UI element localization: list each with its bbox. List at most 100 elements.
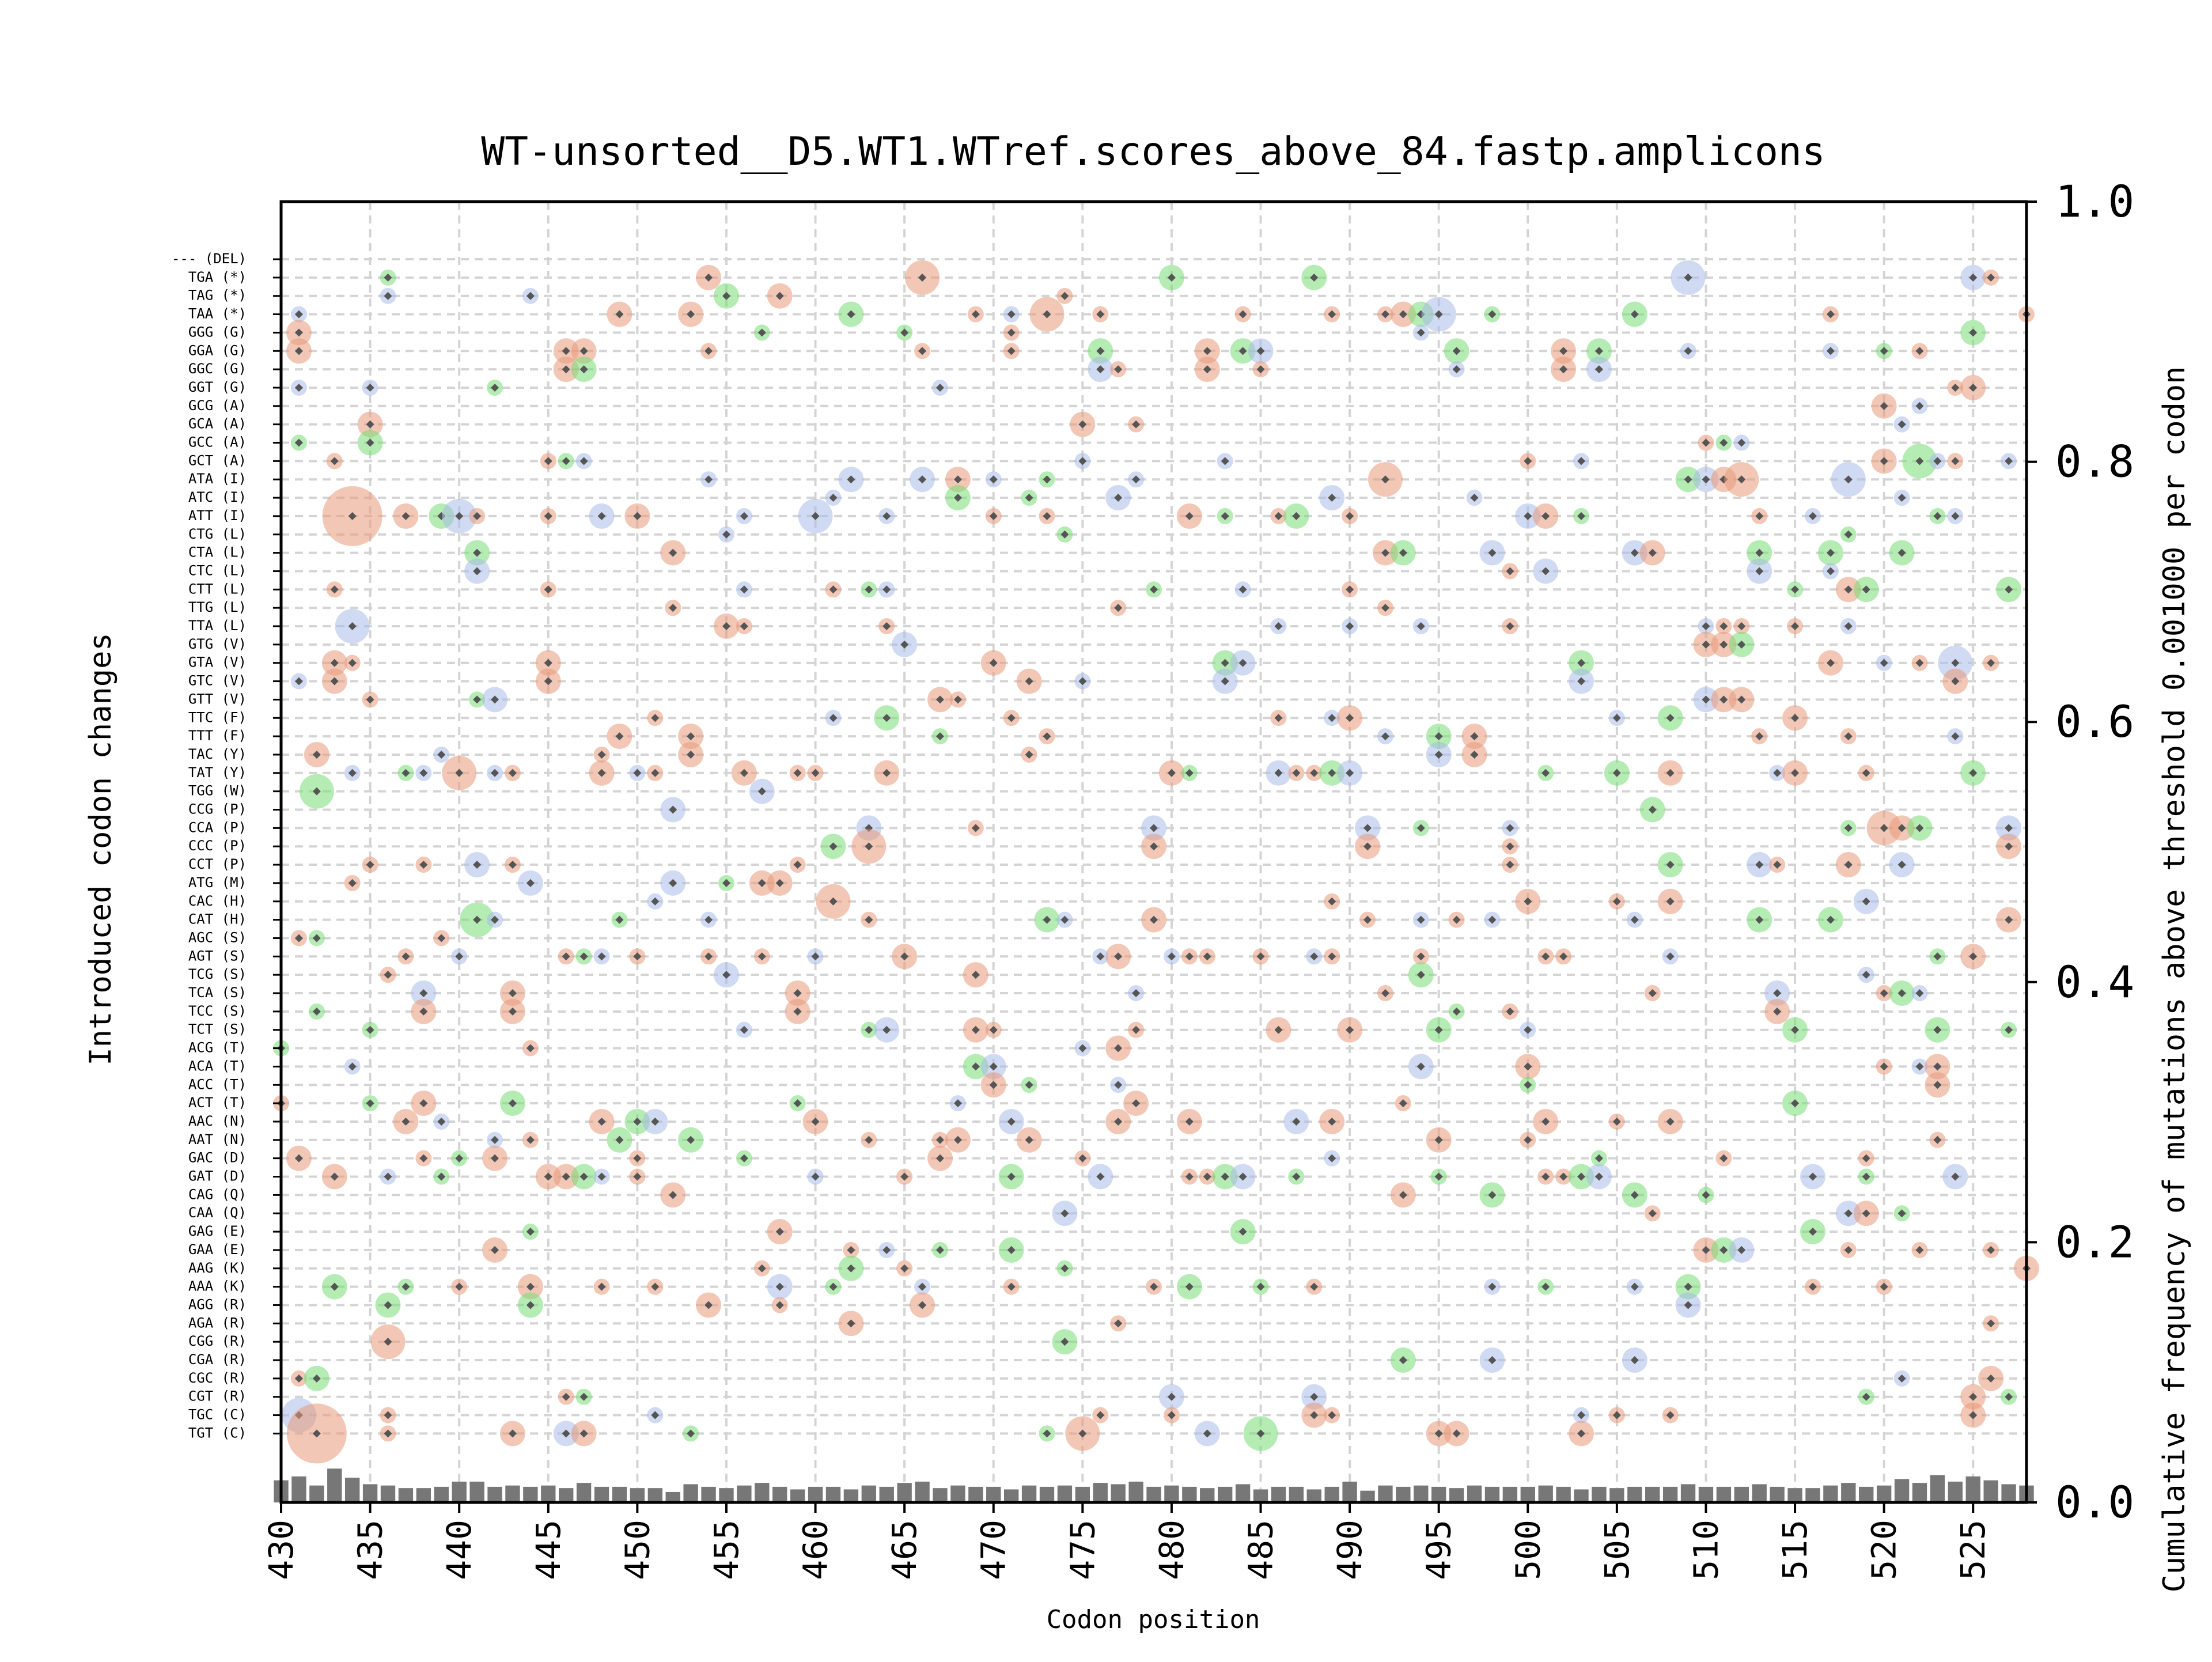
point-marker [1434,732,1443,741]
point-marker [1452,1007,1461,1016]
point-marker [491,1245,499,1254]
point-marker [1346,585,1354,594]
point-marker [473,861,482,869]
point-marker [1791,1099,1800,1108]
point-marker [1506,1007,1514,1016]
point-marker [1363,824,1372,832]
point-marker [1630,1356,1639,1364]
y-tick-label: CCT (P) [188,856,247,872]
point-marker [1933,1025,1942,1034]
point-marker [1256,1282,1265,1291]
y-tick-label: GGT (G) [188,379,247,395]
point-marker [775,1301,784,1309]
point-marker [1577,677,1586,686]
point-marker [704,273,713,282]
point-marker [1915,989,1924,997]
point-marker [1612,714,1621,722]
point-marker [419,1007,428,1016]
point-marker [669,604,677,612]
point-marker [615,1135,624,1144]
frequency-bar [1484,1486,1500,1502]
point-marker [2005,824,2013,832]
frequency-bar [1342,1481,1357,1502]
point-marker [953,695,962,704]
point-marker [1025,494,1033,502]
point-marker [793,861,802,869]
frequency-bar [1645,1486,1660,1502]
point-marker [1060,291,1069,300]
point-marker [419,768,428,777]
point-marker [669,1191,677,1199]
point-marker [312,1374,321,1383]
point-marker [1791,714,1800,722]
point-marker [1328,1154,1336,1163]
point-marker [1951,732,1960,741]
point-marker [1132,1025,1141,1034]
frequency-bar [1200,1488,1215,1502]
point-marker [1310,273,1319,282]
y-tick-label: GTA (V) [188,654,247,671]
point-marker [491,1154,499,1163]
point-marker [294,1154,303,1163]
point-marker [1328,952,1336,961]
point-marker [1203,347,1211,355]
point-marker [1488,1356,1497,1364]
point-marker [1541,768,1550,777]
point-marker [1416,952,1425,961]
point-marker [1114,1117,1123,1126]
point-marker [508,989,517,997]
point-marker [455,1154,464,1163]
point-marker [508,768,517,777]
point-marker [1078,420,1087,429]
point-marker [811,952,820,961]
y2-tick-label: 0.6 [2055,696,2134,747]
point-marker [1915,347,1924,355]
point-marker [1737,438,1746,447]
point-marker [1630,310,1639,319]
point-marker [1078,677,1087,686]
frequency-bar [1965,1476,1980,1502]
point-marker [900,952,909,961]
point-marker [1292,768,1301,777]
point-marker [366,1099,374,1108]
point-marker [1915,1245,1924,1254]
point-marker [1007,310,1016,319]
point-marker [473,548,482,557]
point-marker [1808,1282,1817,1291]
point-marker [384,971,392,979]
point-marker [793,1099,802,1108]
point-marker [882,714,891,722]
point-marker [366,861,374,869]
point-marker [1416,1062,1425,1071]
point-marker [1328,1411,1336,1419]
point-marker [1185,512,1194,520]
y-tick-label: GGA (G) [188,342,247,358]
frequency-bar [1306,1489,1321,1502]
point-marker [740,768,748,777]
point-marker [1897,548,1906,557]
point-marker [1399,548,1407,557]
y-tick-label: TCC (S) [188,1003,247,1019]
frequency-bar [523,1486,538,1502]
y-tick-label: GCC (A) [188,434,247,450]
point-marker [544,658,552,667]
point-marker [1684,1301,1692,1309]
point-marker [1862,585,1870,594]
point-marker [1221,512,1229,520]
point-marker [633,512,642,520]
point-marker [562,1172,570,1181]
point-marker [1203,365,1211,374]
point-marker [1221,457,1229,465]
point-marker [1114,365,1123,374]
frequency-bar [1021,1485,1037,1502]
point-marker [1203,1429,1211,1438]
point-marker [1987,1245,1995,1254]
frequency-bar [647,1488,662,1502]
y-tick-label: CAT (H) [188,911,247,927]
x-tick-label: 485 [1241,1520,1281,1580]
frequency-bar [1538,1485,1553,1502]
y-tick-label: ACG (T) [188,1040,247,1056]
frequency-bar [950,1485,965,1502]
y-tick-label: CCA (P) [188,819,247,835]
point-marker [1666,861,1675,869]
